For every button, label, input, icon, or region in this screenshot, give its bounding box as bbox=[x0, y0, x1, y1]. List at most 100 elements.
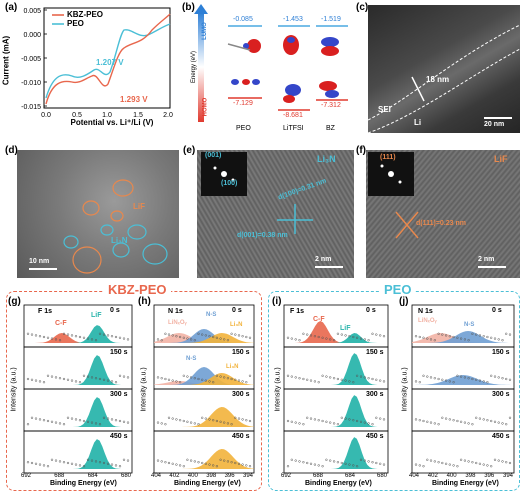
g-peak-cf: C-F bbox=[55, 320, 67, 327]
xps-peak-linxoy bbox=[412, 333, 514, 343]
xps-data-point bbox=[309, 334, 313, 337]
xps-data-point bbox=[175, 380, 178, 383]
xps-frame bbox=[23, 430, 133, 474]
xps-data-point bbox=[379, 334, 382, 337]
x-tick-label: 680 bbox=[121, 473, 132, 479]
panel-i-label: (i) bbox=[272, 296, 282, 307]
xps-data-point bbox=[215, 419, 219, 423]
molecule-bz: BZ bbox=[326, 125, 335, 132]
xps-data-point bbox=[382, 463, 386, 466]
panel-b-label: (b) bbox=[182, 2, 195, 13]
xps-data-point bbox=[321, 419, 324, 423]
xps-data-point bbox=[241, 463, 244, 466]
xps-data-point bbox=[497, 459, 500, 462]
xps-data-point bbox=[313, 463, 317, 466]
group-title-peo: PEO bbox=[380, 282, 416, 297]
xps-peak-ns bbox=[412, 375, 514, 385]
xps-data-point bbox=[482, 418, 485, 421]
xps-frame bbox=[411, 430, 515, 474]
xps-data-point bbox=[234, 333, 237, 336]
xps-data-point bbox=[189, 376, 193, 379]
xps-data-point bbox=[175, 463, 178, 466]
xps-data-point bbox=[452, 381, 455, 384]
xps-data-point bbox=[50, 337, 54, 340]
xps-data-point bbox=[219, 375, 222, 378]
d-spacing-111: d(111)=0.23 nm bbox=[416, 220, 467, 227]
xps-data-point bbox=[375, 461, 378, 465]
xps-data-point bbox=[426, 337, 429, 340]
j-xlabel: Binding Energy (eV) bbox=[432, 480, 499, 487]
xps-data-point bbox=[90, 459, 94, 462]
xps-data-point bbox=[298, 377, 301, 380]
xps-data-point bbox=[30, 333, 34, 336]
xps-data-point bbox=[508, 461, 512, 465]
xps-data-point bbox=[38, 418, 42, 421]
xps-data-point bbox=[248, 419, 252, 423]
xps-peak-lif bbox=[284, 437, 388, 469]
xps-data-point bbox=[70, 462, 74, 465]
xps-data-point bbox=[486, 464, 489, 467]
xps-data-point bbox=[456, 374, 459, 377]
xps-data-point bbox=[505, 461, 508, 464]
time-label: 0 s bbox=[492, 307, 502, 314]
xps-peak-ns bbox=[412, 331, 514, 343]
xps-data-point bbox=[94, 460, 98, 463]
xps-data-point bbox=[126, 338, 130, 341]
xps-data-point bbox=[463, 459, 467, 462]
x-tick-label: 394 bbox=[503, 473, 514, 479]
xps-peak-linxoy bbox=[154, 333, 254, 343]
xps-data-point bbox=[110, 335, 114, 338]
xps-data-point bbox=[215, 465, 219, 468]
panel-f-hrtem-image: (111) LiF d(111)=0.23 nm 2 nm bbox=[366, 150, 520, 278]
xps-data-point bbox=[505, 423, 508, 426]
xps-data-point bbox=[186, 420, 189, 423]
xps-data-point bbox=[98, 377, 102, 381]
xps-data-point bbox=[298, 339, 301, 342]
time-label: 450 s bbox=[366, 433, 384, 440]
xps-data-point bbox=[114, 419, 118, 422]
xps-data-point bbox=[102, 378, 106, 381]
xps-peak-lif bbox=[24, 439, 132, 469]
xps-data-point bbox=[74, 418, 78, 421]
xps-data-point bbox=[444, 334, 448, 337]
xps-data-point bbox=[230, 423, 233, 426]
panel-f-compound: LiF bbox=[494, 154, 508, 164]
xps-data-point bbox=[70, 417, 74, 420]
xps-data-point bbox=[114, 464, 118, 467]
xps-data-point bbox=[321, 465, 324, 468]
xps-data-point bbox=[367, 377, 370, 380]
homo-peo: -7.129 bbox=[233, 100, 253, 107]
xps-data-point bbox=[204, 462, 207, 465]
xps-data-point bbox=[359, 458, 363, 461]
svg-text:0.5: 0.5 bbox=[72, 112, 82, 119]
h-peak-li3n-150: Li₃N bbox=[226, 364, 239, 370]
xps-data-point bbox=[414, 380, 418, 383]
xps-data-point bbox=[86, 458, 90, 461]
xps-data-point bbox=[118, 336, 122, 339]
xps-data-point bbox=[379, 462, 382, 465]
xps-data-point bbox=[422, 374, 425, 377]
xps-data-point bbox=[118, 419, 122, 423]
lumo-litfsi: -1.453 bbox=[283, 16, 303, 23]
xps-data-point bbox=[348, 418, 351, 421]
x-tick-label: 404 bbox=[409, 473, 420, 479]
xps-data-point bbox=[429, 421, 433, 424]
xps-data-point bbox=[452, 419, 455, 422]
xps-data-point bbox=[122, 458, 126, 461]
time-label: 300 s bbox=[110, 391, 128, 398]
xps-data-point bbox=[497, 421, 500, 424]
xps-data-point bbox=[208, 418, 211, 421]
xps-data-point bbox=[344, 379, 347, 382]
xps-data-point bbox=[245, 335, 248, 339]
xps-data-point bbox=[306, 333, 309, 336]
time-label: 0 s bbox=[232, 307, 242, 314]
xps-data-point bbox=[456, 336, 459, 339]
xps-data-point bbox=[363, 338, 366, 341]
time-label: 450 s bbox=[492, 433, 510, 440]
h-xlabel: Binding Energy (eV) bbox=[174, 480, 241, 487]
xps-data-point bbox=[329, 421, 332, 424]
xps-data-point bbox=[317, 419, 320, 422]
xps-data-point bbox=[336, 423, 340, 426]
xps-data-point bbox=[219, 337, 222, 340]
panel-c-tem-image: 18 nm SEI Li 20 nm bbox=[368, 5, 520, 133]
